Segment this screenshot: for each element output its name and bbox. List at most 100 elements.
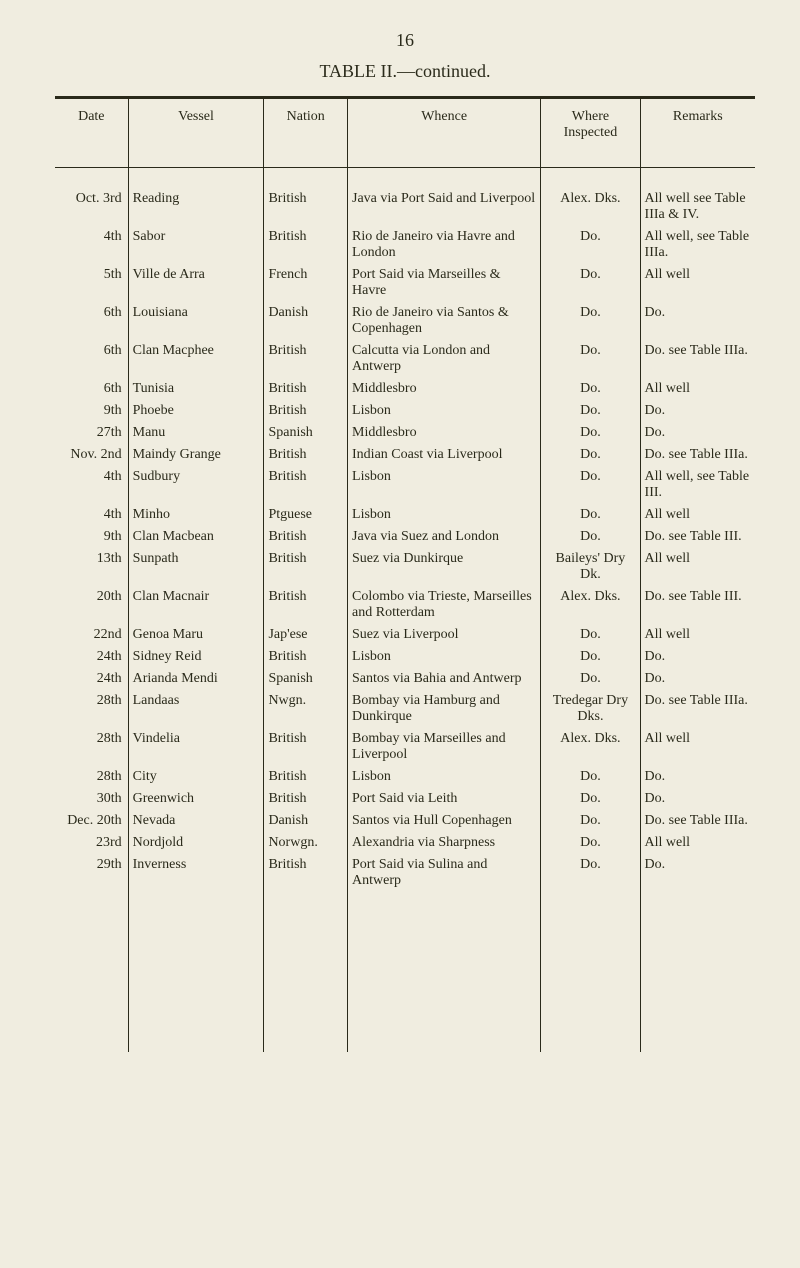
cell-whence: Lisbon <box>348 400 541 422</box>
cell-remarks: Do. <box>640 766 755 788</box>
cell-nation: Jap'ese <box>264 624 348 646</box>
cell-nation: Ptguese <box>264 504 348 526</box>
cell-whence: Santos via Hull Copenhagen <box>348 810 541 832</box>
cell-vessel: Clan Macphee <box>128 340 264 378</box>
cell-remarks: Do. see Table IIIa. <box>640 690 755 728</box>
cell-where: Do. <box>541 378 640 400</box>
cell-whence: Santos via Bahia and Antwerp <box>348 668 541 690</box>
cell-remarks: All well <box>640 504 755 526</box>
table-head: Date Vessel Nation Whence Where Inspecte… <box>55 99 755 168</box>
spacer-row <box>55 992 755 1012</box>
table-row: Nov. 2ndMaindy GrangeBritishIndian Coast… <box>55 444 755 466</box>
cell-where: Do. <box>541 264 640 302</box>
cell-where: Do. <box>541 340 640 378</box>
cell-nation: British <box>264 340 348 378</box>
cell-where: Do. <box>541 766 640 788</box>
cell-vessel: Inverness <box>128 854 264 892</box>
spacer-row <box>55 168 755 188</box>
cell-remarks: Do. see Table III. <box>640 586 755 624</box>
cell-date: 27th <box>55 422 128 444</box>
cell-whence: Indian Coast via Liverpool <box>348 444 541 466</box>
table-row: 28thLandaasNwgn.Bombay via Hamburg and D… <box>55 690 755 728</box>
cell-date: 23rd <box>55 832 128 854</box>
cell-vessel: Nordjold <box>128 832 264 854</box>
cell-nation: British <box>264 728 348 766</box>
cell-nation: British <box>264 444 348 466</box>
cell-nation: British <box>264 646 348 668</box>
table-row: 28thCityBritishLisbonDo.Do. <box>55 766 755 788</box>
cell-date: 6th <box>55 340 128 378</box>
col-header-nation: Nation <box>264 99 348 168</box>
cell-where: Baileys' Dry Dk. <box>541 548 640 586</box>
cell-date: 6th <box>55 302 128 340</box>
table-row: 9thPhoebeBritishLisbonDo.Do. <box>55 400 755 422</box>
main-table: Date Vessel Nation Whence Where Inspecte… <box>55 99 755 1052</box>
cell-remarks: Do. <box>640 302 755 340</box>
cell-whence: Alexandria via Sharpness <box>348 832 541 854</box>
cell-date: Oct. 3rd <box>55 188 128 226</box>
spacer-row <box>55 1012 755 1032</box>
cell-vessel: Clan Macbean <box>128 526 264 548</box>
cell-where: Do. <box>541 422 640 444</box>
cell-whence: Lisbon <box>348 466 541 504</box>
cell-vessel: Vindelia <box>128 728 264 766</box>
cell-remarks: Do. <box>640 422 755 444</box>
cell-where: Do. <box>541 854 640 892</box>
cell-where: Do. <box>541 444 640 466</box>
spacer-row <box>55 912 755 932</box>
cell-vessel: Landaas <box>128 690 264 728</box>
table-row: 4thMinhoPtgueseLisbonDo.All well <box>55 504 755 526</box>
cell-nation: British <box>264 788 348 810</box>
cell-remarks: All well <box>640 264 755 302</box>
cell-remarks: All well, see Table III. <box>640 466 755 504</box>
cell-whence: Suez via Dunkirque <box>348 548 541 586</box>
table-row: 4thSudburyBritishLisbonDo.All well, see … <box>55 466 755 504</box>
cell-remarks: All well see Table IIIa & IV. <box>640 188 755 226</box>
table-row: Dec. 20thNevadaDanishSantos via Hull Cop… <box>55 810 755 832</box>
col-header-whence: Whence <box>348 99 541 168</box>
cell-nation: British <box>264 466 348 504</box>
cell-where: Alex. Dks. <box>541 728 640 766</box>
cell-remarks: Do. <box>640 646 755 668</box>
cell-nation: British <box>264 548 348 586</box>
header-row: Date Vessel Nation Whence Where Inspecte… <box>55 99 755 168</box>
cell-vessel: Maindy Grange <box>128 444 264 466</box>
cell-nation: Danish <box>264 810 348 832</box>
cell-remarks: Do. <box>640 788 755 810</box>
cell-vessel: Ville de Arra <box>128 264 264 302</box>
page-container: 16 TABLE II.—continued. Date Vessel Nati… <box>0 0 800 1112</box>
cell-whence: Middlesbro <box>348 378 541 400</box>
cell-nation: British <box>264 854 348 892</box>
col-header-where-line2: Inspected <box>564 125 618 140</box>
cell-vessel: Sabor <box>128 226 264 264</box>
cell-vessel: City <box>128 766 264 788</box>
cell-remarks: All well, see Table IIIa. <box>640 226 755 264</box>
cell-nation: French <box>264 264 348 302</box>
spacer-row <box>55 972 755 992</box>
cell-vessel: Manu <box>128 422 264 444</box>
cell-date: 22nd <box>55 624 128 646</box>
cell-remarks: Do. see Table IIIa. <box>640 340 755 378</box>
cell-whence: Middlesbro <box>348 422 541 444</box>
cell-nation: British <box>264 586 348 624</box>
cell-whence: Port Said via Marseilles & Havre <box>348 264 541 302</box>
cell-date: 5th <box>55 264 128 302</box>
cell-whence: Lisbon <box>348 766 541 788</box>
table-row: 29thInvernessBritishPort Said via Sulina… <box>55 854 755 892</box>
cell-vessel: Phoebe <box>128 400 264 422</box>
cell-where: Do. <box>541 466 640 504</box>
spacer-row <box>55 1032 755 1052</box>
cell-nation: British <box>264 226 348 264</box>
table-body: Oct. 3rdReadingBritishJava via Port Said… <box>55 168 755 1053</box>
spacer-row <box>55 892 755 912</box>
cell-vessel: Sidney Reid <box>128 646 264 668</box>
cell-remarks: Do. see Table III. <box>640 526 755 548</box>
cell-date: 30th <box>55 788 128 810</box>
col-header-date: Date <box>55 99 128 168</box>
cell-remarks: All well <box>640 832 755 854</box>
cell-date: 9th <box>55 526 128 548</box>
cell-nation: Spanish <box>264 422 348 444</box>
cell-remarks: Do. see Table IIIa. <box>640 810 755 832</box>
cell-date: 28th <box>55 766 128 788</box>
page-number: 16 <box>55 30 755 51</box>
